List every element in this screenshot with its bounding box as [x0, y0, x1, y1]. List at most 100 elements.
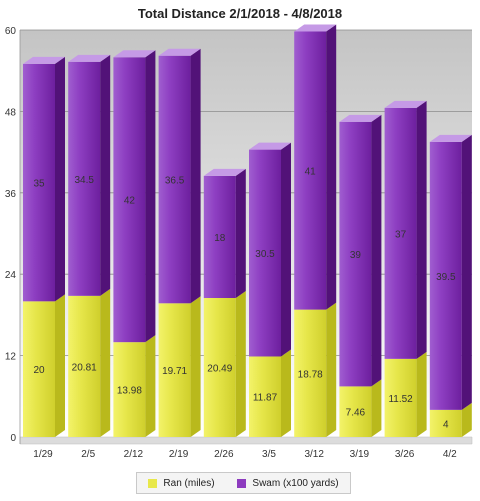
legend-item-swam: Swam (x100 yards) [237, 477, 339, 489]
x-tick-label: 2/12 [124, 449, 144, 460]
data-label: 11.87 [253, 393, 278, 404]
legend-swatch-swam [237, 478, 247, 488]
chart-title: Total Distance 2/1/2018 - 4/8/2018 [137, 6, 343, 21]
bar-side [55, 294, 65, 437]
bar-front [249, 356, 281, 437]
bar-segment: 41 [294, 24, 337, 310]
data-label: 18.78 [298, 369, 323, 380]
data-label: 41 [305, 167, 317, 178]
bar-segment: 20.49 [203, 291, 246, 437]
bar-side [371, 379, 382, 437]
bar-side [416, 100, 427, 359]
bars: 20 35 20.81 34.5 13.98 42 19.71 36.5 20.49 18 11.8… [23, 24, 472, 437]
bar-side [235, 291, 246, 437]
bar-segment: 36.5 [158, 48, 201, 304]
y-tick-label: 60 [5, 26, 17, 37]
data-label: 36.5 [165, 176, 185, 187]
x-tick-label: 3/26 [395, 449, 415, 460]
bar-front [158, 55, 191, 304]
bar-segment: 37 [384, 100, 427, 359]
legend-swatch-ran [148, 478, 158, 488]
data-label: 30.5 [255, 249, 275, 260]
bar-front [113, 342, 146, 437]
x-tick-label: 2/26 [214, 449, 234, 460]
bar-segment: 19.71 [158, 296, 201, 437]
bar-segment: 20.81 [68, 288, 111, 437]
bar-side [145, 50, 156, 343]
bar-front [384, 358, 417, 437]
data-label: 37 [395, 229, 407, 240]
y-axis: 0 12 24 36 48 60 [5, 26, 21, 444]
x-tick-label: 4/2 [443, 449, 457, 460]
bar-front [429, 409, 462, 437]
bar-segment: 13.98 [113, 335, 156, 437]
y-tick-label: 36 [5, 189, 17, 200]
x-axis: 1/29 2/5 2/12 2/19 2/26 3/5 3/12 3/19 3/26 4/2 [33, 449, 457, 460]
bar-top [429, 134, 472, 142]
bar-side [461, 134, 472, 410]
bar-front [23, 301, 55, 437]
bar-segment: 11.87 [249, 349, 291, 437]
x-tick-label: 2/19 [169, 449, 189, 460]
bar-side [55, 56, 65, 302]
bar-front [339, 121, 372, 387]
bar-segment: 42 [113, 50, 156, 343]
bar-top [23, 56, 65, 64]
bar-side [145, 335, 156, 437]
bar-side [100, 54, 111, 296]
bar-segment: 30.5 [249, 142, 291, 357]
bar-top [158, 48, 201, 56]
bar-segment: 7.46 [339, 379, 382, 437]
x-tick-label: 3/12 [304, 449, 324, 460]
data-label: 42 [124, 196, 136, 207]
data-label: 20.49 [207, 364, 232, 375]
bar-segment: 18.78 [294, 302, 337, 437]
bar-side [281, 142, 291, 357]
bar-front [429, 141, 462, 410]
bar-side [235, 168, 246, 299]
bar-front [339, 386, 372, 437]
data-label: 34.5 [74, 175, 94, 186]
bar-top [384, 100, 427, 108]
legend-label-ran: Ran (miles) [163, 477, 215, 489]
bar-front [249, 149, 281, 357]
data-label: 20.81 [72, 362, 97, 373]
bar-segment: 20 [23, 294, 65, 437]
bar-front [384, 107, 417, 359]
data-label: 19.71 [162, 366, 187, 377]
bar-front [23, 63, 55, 302]
legend: Ran (miles) Swam (x100 yards) [136, 472, 351, 494]
data-label: 7.46 [346, 408, 366, 419]
bar-segment: 39.5 [429, 134, 472, 410]
bar-top [294, 24, 337, 32]
bar-top [68, 54, 111, 62]
y-tick-label: 12 [5, 352, 17, 363]
x-tick-label: 2/5 [81, 449, 95, 460]
bar-segment: 34.5 [68, 54, 111, 296]
bar-front [68, 61, 101, 296]
bar-side [190, 48, 201, 304]
y-tick-label: 24 [5, 270, 17, 281]
x-tick-label: 3/5 [262, 449, 276, 460]
data-label: 39.5 [436, 272, 456, 283]
bar-segment: 4 [429, 402, 472, 437]
data-label: 13.98 [117, 386, 142, 397]
bar-side [371, 114, 382, 387]
bar-front [294, 31, 327, 310]
bar-front [294, 309, 327, 437]
data-label: 4 [443, 419, 449, 430]
bar-front [68, 295, 101, 437]
bar-side [281, 349, 291, 437]
bar-front [113, 57, 146, 343]
plot-floor [19, 436, 473, 445]
bar-side [190, 296, 201, 437]
bar-side [326, 302, 337, 437]
data-label: 18 [214, 233, 226, 244]
legend-label-swam: Swam (x100 yards) [252, 477, 339, 489]
bar-segment: 18 [203, 168, 246, 299]
x-tick-label: 3/19 [350, 449, 370, 460]
bar-side [461, 402, 472, 437]
data-label: 35 [33, 179, 45, 190]
bar-side [416, 351, 427, 437]
bar-top [339, 114, 382, 122]
